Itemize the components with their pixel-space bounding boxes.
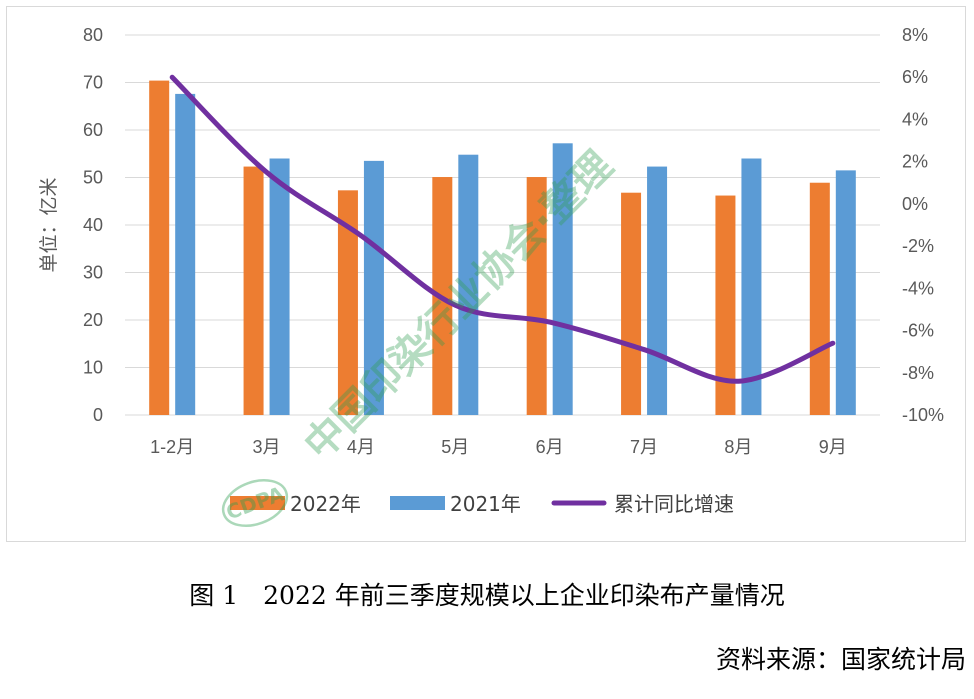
left-tick-label: 50 [83, 168, 103, 188]
bar-2022年-8月 [715, 195, 736, 415]
watermark-logo: CDPA [223, 481, 288, 524]
x-tick-label: 9月 [819, 437, 847, 457]
left-tick-label: 20 [83, 310, 103, 330]
right-axis-ticks: 8% 6% 4% 2% 0% -2% -4% -6% -8% -10% [902, 25, 944, 425]
bar-2022年-6月 [526, 177, 547, 415]
right-tick-label: -10% [902, 405, 944, 425]
x-tick-label: 5月 [441, 437, 469, 457]
right-tick-label: -6% [902, 321, 934, 341]
figure-caption: 图 1 2022 年前三季度规模以上企业印染布产量情况 [189, 581, 785, 610]
left-tick-label: 60 [83, 120, 103, 140]
right-tick-label: 8% [902, 25, 928, 45]
bar-2021年-5月 [458, 154, 479, 415]
x-tick-label: 1-2月 [150, 437, 194, 457]
legend: 2022年 2021年 累计同比增速 [230, 492, 734, 516]
right-tick-label: 0% [902, 194, 928, 214]
right-tick-label: -4% [902, 278, 934, 298]
bar-2022年-3月 [243, 166, 264, 415]
left-tick-label: 40 [83, 215, 103, 235]
right-tick-label: 2% [902, 152, 928, 172]
bar-2022年-7月 [621, 192, 642, 415]
bar-2022年-9月 [809, 182, 830, 415]
right-tick-label: -2% [902, 236, 934, 256]
source-note: 资料来源：国家统计局 [715, 645, 966, 674]
growth-line-layer [169, 74, 836, 384]
left-tick-label: 70 [83, 73, 103, 93]
left-axis-ticks: 80 70 60 50 40 30 20 10 0 [83, 25, 103, 425]
bar-2021年-9月 [835, 170, 856, 415]
watermark-logo-ring [221, 479, 289, 527]
x-tick-label: 8月 [724, 437, 752, 457]
x-tick-label: 6月 [536, 437, 564, 457]
chart: 80 70 60 50 40 30 20 10 0 8% 6% 4% 2% 0% -2% -4% -6% -8%… [38, 25, 944, 527]
legend-label: 2021年 [450, 492, 521, 516]
bar-2021年-8月 [741, 158, 762, 415]
y-axis-label: 单位：亿米 [38, 177, 60, 272]
legend-label: 累计同比增速 [614, 492, 734, 516]
bar-2021年-7月 [647, 166, 668, 415]
bar-2021年-4月 [363, 160, 384, 415]
x-tick-label: 4月 [347, 437, 375, 457]
x-axis-ticks: 1-2月 3月 4月 5月 6月 7月 8月 9月 [150, 437, 847, 457]
left-tick-label: 30 [83, 263, 103, 283]
bar-2021年-1-2月 [175, 93, 196, 416]
bar-2022年-1-2月 [149, 80, 170, 415]
right-tick-label: -8% [902, 363, 934, 383]
x-tick-label: 3月 [253, 437, 281, 457]
left-tick-label: 80 [83, 25, 103, 45]
left-tick-label: 10 [83, 358, 103, 378]
bar-2021年-3月 [269, 158, 290, 415]
left-tick-label: 0 [93, 405, 103, 425]
bar-2021年-6月 [552, 143, 573, 416]
legend-label: 2022年 [290, 492, 361, 516]
legend-swatch [230, 496, 285, 510]
bars [149, 80, 856, 416]
legend-swatch [390, 496, 445, 510]
right-tick-label: 4% [902, 109, 928, 129]
bar-2022年-4月 [337, 190, 358, 415]
right-tick-label: 6% [902, 67, 928, 87]
gridlines [125, 34, 880, 416]
x-tick-label: 7月 [630, 437, 658, 457]
growth-rate-line [169, 74, 836, 384]
chart-frame [6, 6, 966, 542]
